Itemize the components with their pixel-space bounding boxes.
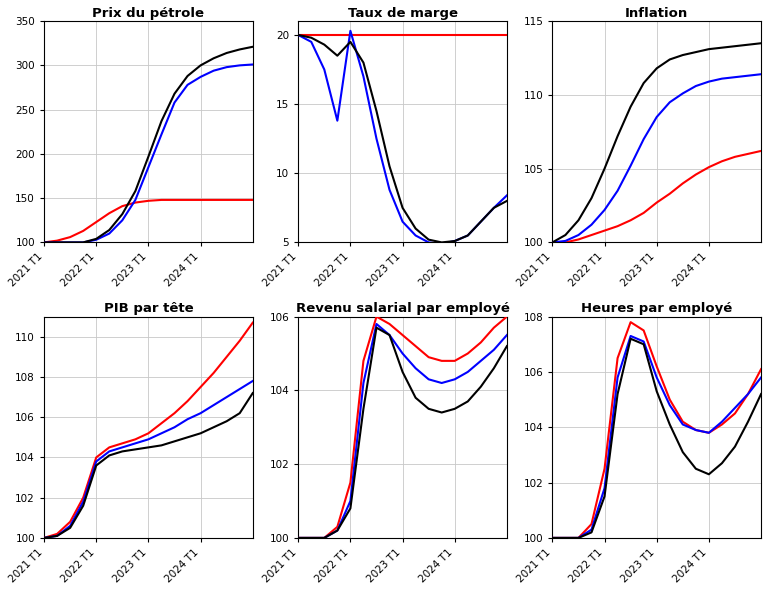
Title: Heures par employé: Heures par employé — [581, 303, 733, 316]
Title: Inflation: Inflation — [625, 7, 688, 20]
Title: PIB par tête: PIB par tête — [104, 303, 194, 316]
Title: Taux de marge: Taux de marge — [348, 7, 458, 20]
Title: Revenu salarial par employé: Revenu salarial par employé — [296, 303, 509, 316]
Title: Prix du pétrole: Prix du pétrole — [92, 7, 204, 20]
